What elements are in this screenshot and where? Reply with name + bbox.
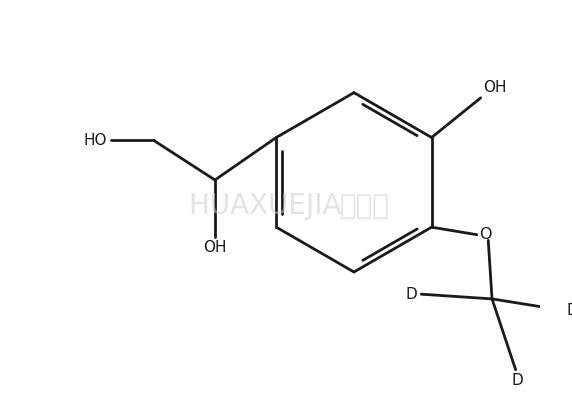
Text: HO: HO: [84, 133, 108, 148]
Text: OH: OH: [483, 80, 507, 95]
Text: 化学加: 化学加: [340, 192, 390, 220]
Text: OH: OH: [203, 240, 227, 256]
Text: HUAXUEJIA: HUAXUEJIA: [189, 192, 350, 220]
Text: O: O: [479, 227, 491, 242]
Text: D: D: [567, 303, 572, 318]
Text: D: D: [511, 373, 523, 388]
Text: D: D: [406, 287, 418, 302]
